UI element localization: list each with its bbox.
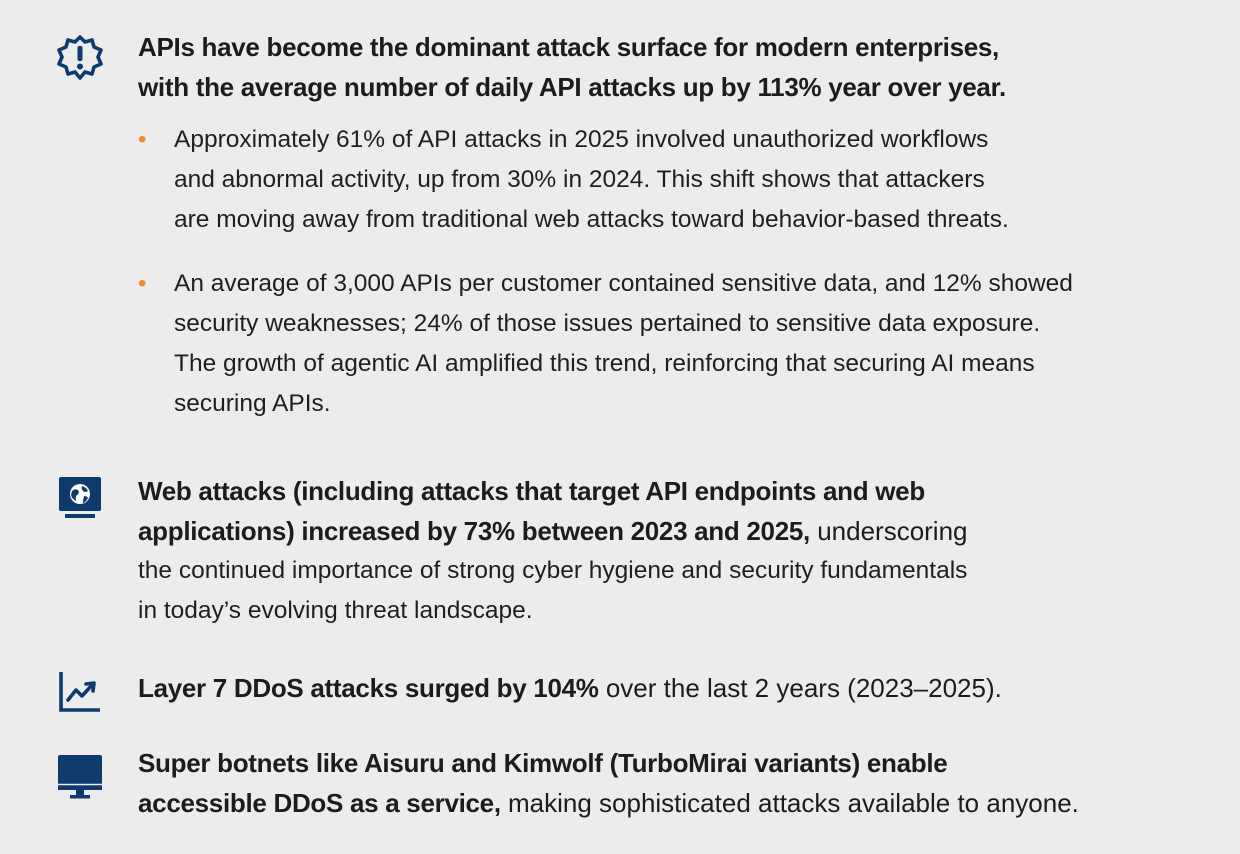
- bullet-item: • Approximately 61% of API attacks in 20…: [138, 120, 1073, 240]
- bullet-line: security weaknesses; 24% of those issues…: [174, 310, 1041, 337]
- bullet-item: • An average of 3,000 APIs per customer …: [138, 264, 1073, 424]
- normal-line: the continued importance of strong cyber…: [138, 557, 968, 584]
- bullet-line: are moving away from traditional web att…: [174, 206, 1009, 233]
- bold-line: Super botnets like Aisuru and Kimwolf (T…: [138, 748, 948, 778]
- api-attacks-bullets: • Approximately 61% of API attacks in 20…: [138, 120, 1073, 424]
- heading-line: with the average number of daily API att…: [138, 72, 1006, 102]
- normal-line: in today’s evolving threat landscape.: [138, 597, 533, 624]
- bullet-line: Approximately 61% of API attacks in 2025…: [174, 126, 989, 153]
- bullet-line: An average of 3,000 APIs per customer co…: [174, 270, 1073, 297]
- api-attacks-heading: APIs have become the dominant attack sur…: [138, 27, 1073, 107]
- ddos-surge-text: Layer 7 DDoS attacks surged by 104% over…: [138, 668, 1002, 708]
- mixed-line: Layer 7 DDoS attacks surged by 104% over…: [138, 668, 1002, 708]
- bullet-line: The growth of agentic AI amplified this …: [174, 350, 1035, 377]
- bullet-line: securing APIs.: [174, 390, 331, 417]
- mixed-line: applications) increased by 73% between 2…: [138, 511, 968, 551]
- alert-badge-icon: [56, 34, 104, 82]
- globe-monitor-icon: [56, 474, 104, 522]
- web-attacks-text: Web attacks (including attacks that targ…: [138, 471, 968, 551]
- bold-text: Layer 7 DDoS attacks surged by 104%: [138, 673, 599, 703]
- web-attacks-paragraph: the continued importance of strong cyber…: [138, 551, 968, 631]
- bold-line: accessible DDoS as a service,: [138, 788, 501, 818]
- botnets-text: Super botnets like Aisuru and Kimwolf (T…: [138, 743, 1079, 823]
- heading-line: APIs have become the dominant attack sur…: [138, 32, 999, 62]
- desktop-monitor-icon: [56, 752, 104, 800]
- trend-chart-icon: [56, 668, 104, 716]
- bullet-line: and abnormal activity, up from 30% in 20…: [174, 166, 985, 193]
- bold-line: applications) increased by 73% between 2…: [138, 516, 810, 546]
- mixed-line: accessible DDoS as a service, making sop…: [138, 783, 1079, 823]
- bullet-dot-icon: •: [138, 126, 147, 153]
- bullet-dot-icon: •: [138, 270, 147, 297]
- normal-text: over the last 2 years (2023–2025).: [598, 673, 1002, 703]
- bold-line: Web attacks (including attacks that targ…: [138, 476, 925, 506]
- normal-text: underscoring: [809, 516, 968, 546]
- normal-text: making sophisticated attacks available t…: [500, 788, 1079, 818]
